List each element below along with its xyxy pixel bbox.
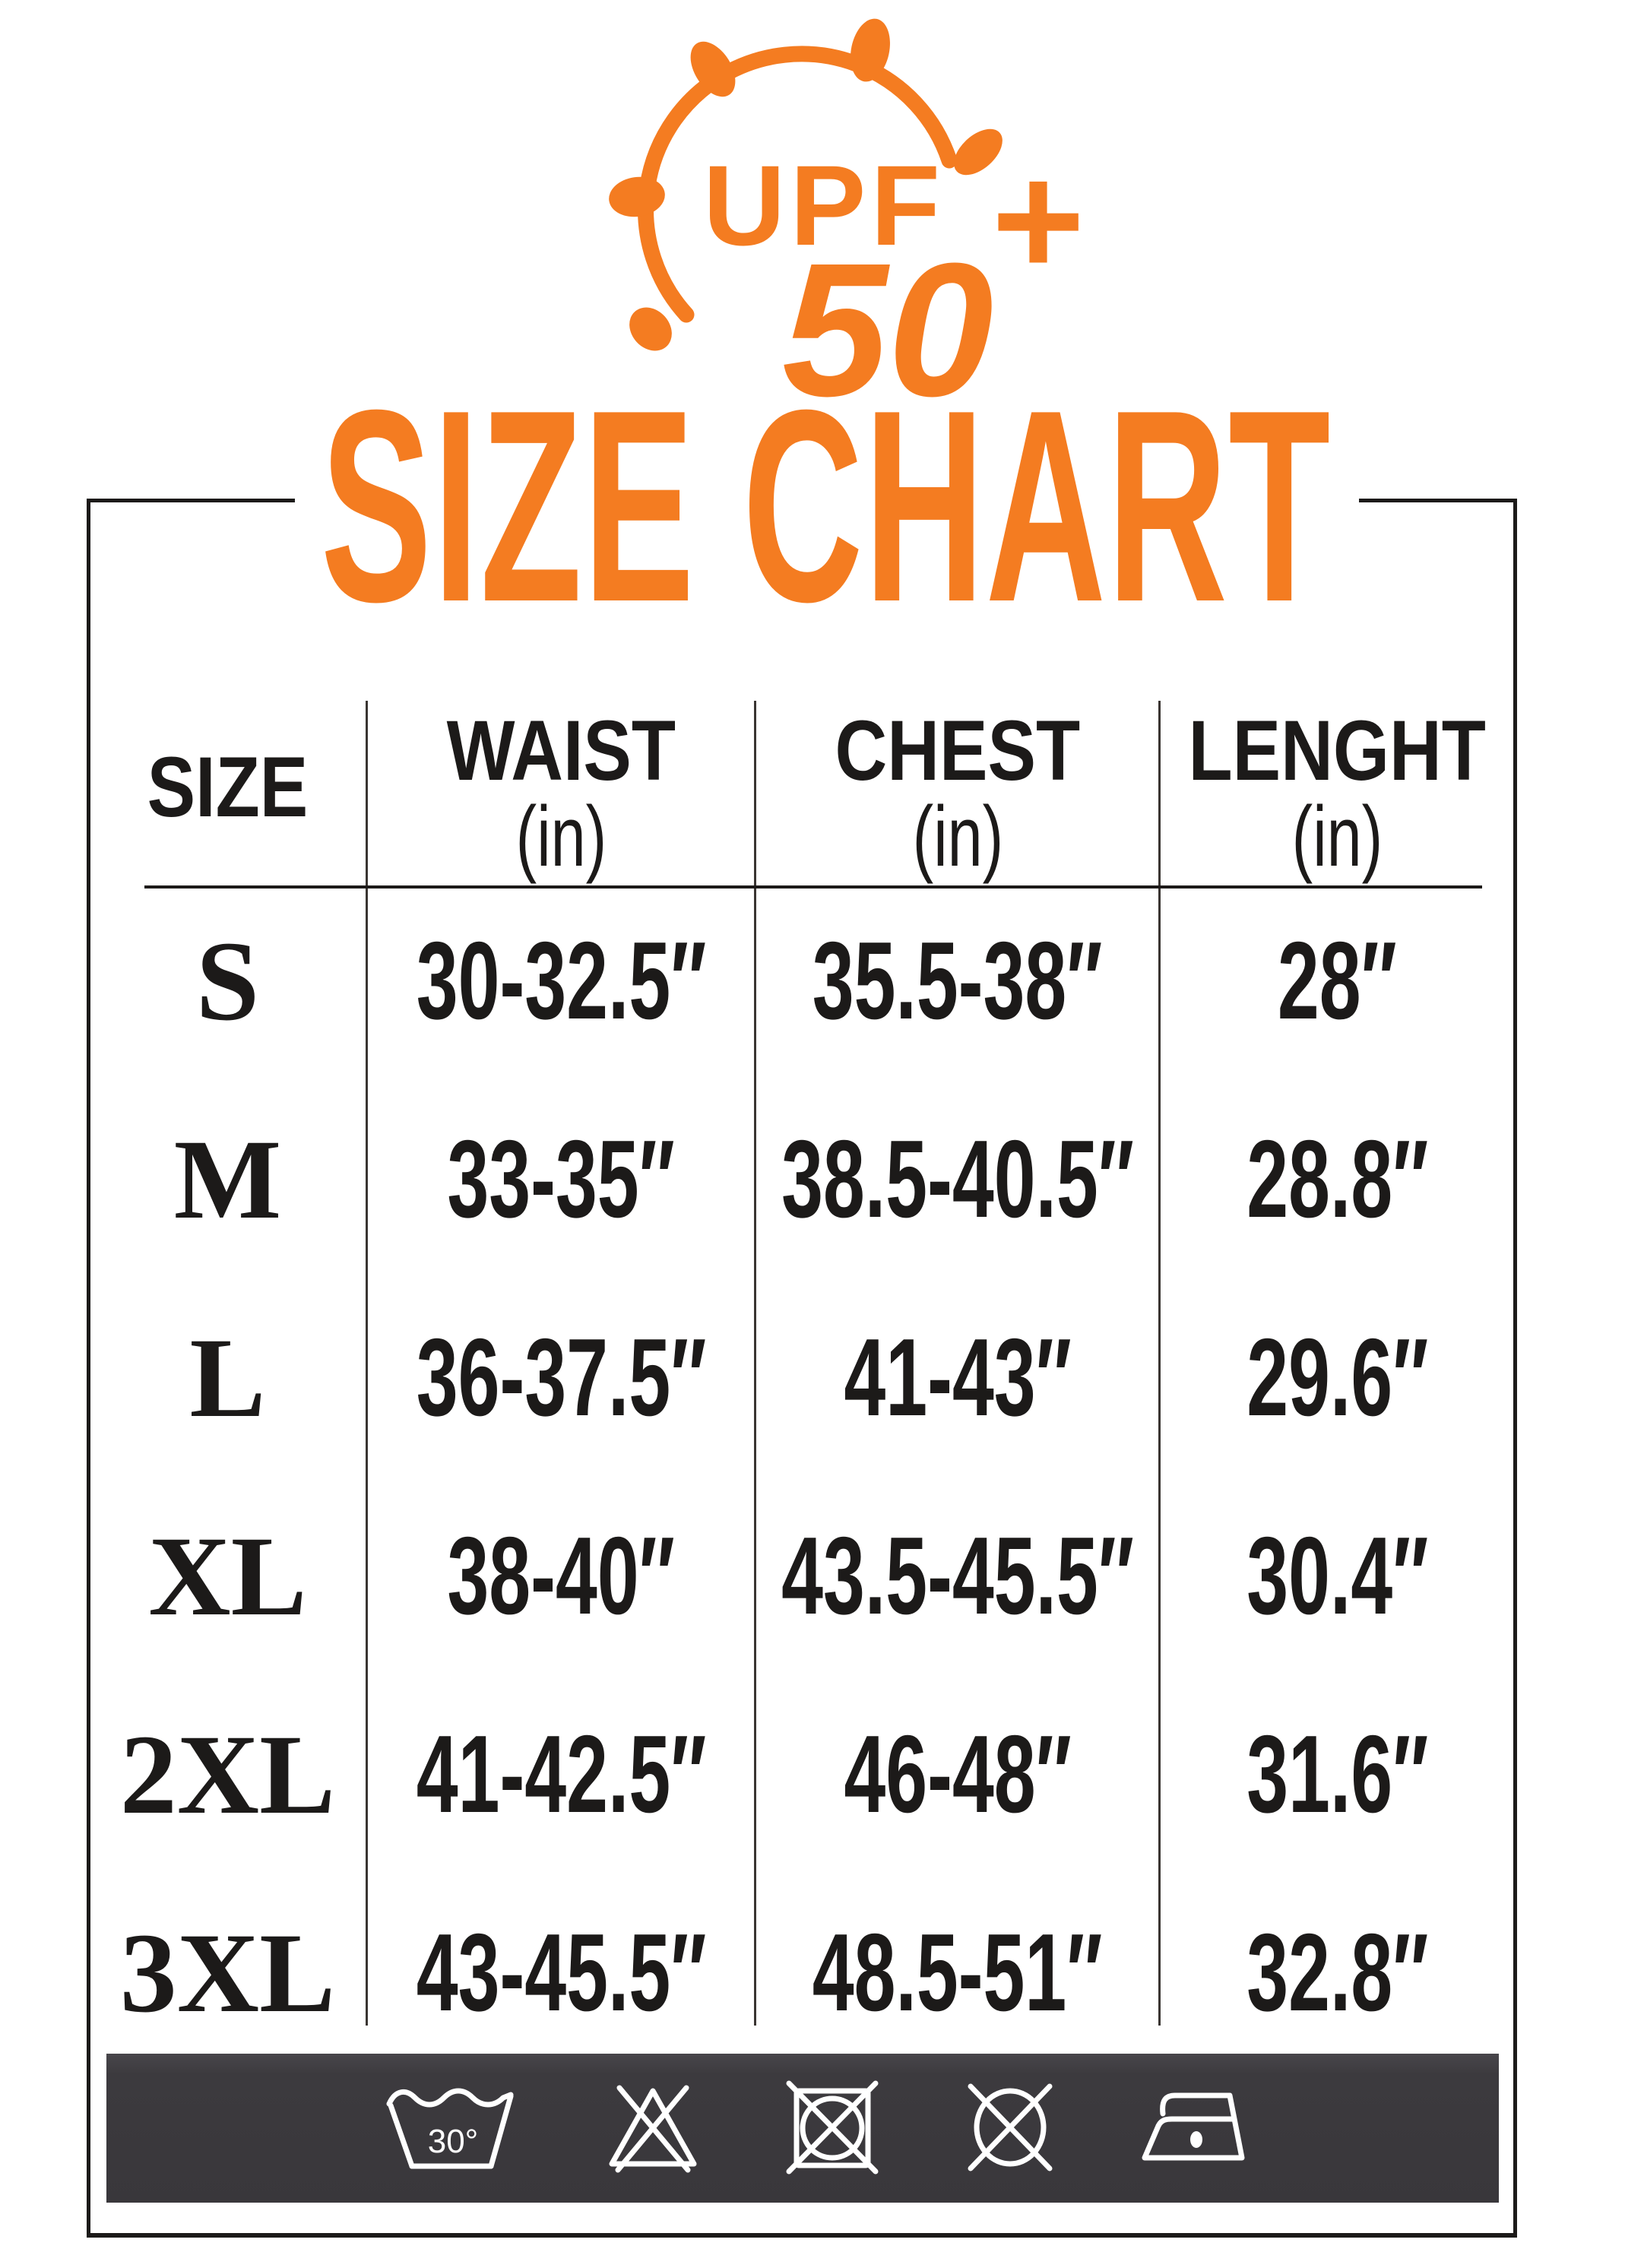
chest-cell: 48.5-51″	[755, 1874, 1160, 2072]
sun-ray-bottom-left	[629, 307, 672, 351]
size-value: S	[195, 917, 260, 1044]
chest-cell: 43.5-45.5″	[755, 1477, 1160, 1675]
sun-ray-left	[609, 176, 665, 217]
header-length-label: LENGHT	[1188, 702, 1487, 798]
header-length-unit: (in)	[1291, 789, 1383, 884]
length-value: 28.8″	[1246, 1117, 1429, 1240]
size-value: L	[189, 1314, 266, 1441]
waist-cell: 41-42.5″	[367, 1675, 755, 1874]
length-value: 31.6″	[1246, 1712, 1429, 1836]
table-row-l: L 36-37.5″ 41-43″ 29.6″	[88, 1278, 1515, 1477]
size-cell: M	[88, 1080, 367, 1278]
waist-value: 43-45.5″	[416, 1911, 707, 2034]
column-separator-3	[1158, 701, 1161, 2026]
waist-value: 38-40″	[447, 1514, 676, 1637]
table-row-m: M 33-35″ 38.5-40.5″ 28.8″	[88, 1080, 1515, 1278]
size-cell: S	[88, 882, 367, 1080]
length-cell: 30.4″	[1160, 1477, 1515, 1675]
care-instructions-bar: 30°	[106, 2054, 1499, 2203]
length-value: 29.6″	[1246, 1316, 1429, 1439]
frame-bottom-border	[87, 2233, 1517, 2238]
do-not-tumble-dry-icon	[786, 2080, 879, 2175]
length-value: 32.8″	[1246, 1911, 1429, 2034]
length-value: 30.4″	[1246, 1514, 1429, 1637]
upf-50-logo: UPF 50 +	[578, 8, 1110, 433]
length-cell: 31.6″	[1160, 1675, 1515, 1874]
chest-value: 35.5-38″	[812, 919, 1103, 1042]
waist-cell: 38-40″	[367, 1477, 755, 1675]
header-size-label: SIZE	[147, 739, 309, 835]
column-separator-1	[366, 701, 368, 2026]
size-cell: 3XL	[88, 1874, 367, 2072]
size-cell: L	[88, 1278, 367, 1477]
chest-cell: 41-43″	[755, 1278, 1160, 1477]
machine-wash-30-icon: 30°	[386, 2088, 514, 2169]
waist-value: 41-42.5″	[416, 1712, 707, 1836]
table-row-s: S 30-32.5″ 35.5-38″ 28″	[88, 882, 1515, 1080]
chest-cell: 35.5-38″	[755, 882, 1160, 1080]
chest-cell: 46-48″	[755, 1675, 1160, 1874]
length-cell: 32.8″	[1160, 1874, 1515, 2072]
chest-value: 41-43″	[844, 1316, 1072, 1439]
size-cell: XL	[88, 1477, 367, 1675]
waist-value: 36-37.5″	[416, 1316, 707, 1439]
column-separator-2	[754, 701, 756, 2026]
waist-cell: 33-35″	[367, 1080, 755, 1278]
do-not-bleach-icon	[609, 2085, 697, 2173]
header-underline	[144, 885, 1482, 889]
chest-value: 48.5-51″	[812, 1911, 1103, 2034]
size-value: 3XL	[119, 1909, 336, 2036]
table-row-xl: XL 38-40″ 43.5-45.5″ 30.4″	[88, 1477, 1515, 1675]
waist-value: 30-32.5″	[416, 919, 707, 1042]
iron-low-heat-icon	[1142, 2092, 1245, 2161]
frame-top-right-segment	[1359, 499, 1517, 502]
size-cell: 2XL	[88, 1675, 367, 1874]
upf-text: UPF	[703, 141, 945, 269]
header-chest: CHEST (in)	[755, 702, 1160, 882]
header-chest-unit: (in)	[912, 789, 1003, 884]
table-header-row: SIZE WAIST (in) CHEST (in) LENGHT (in)	[88, 702, 1515, 882]
header-waist-unit: (in)	[515, 789, 607, 884]
length-cell: 28.8″	[1160, 1080, 1515, 1278]
length-value: 28″	[1278, 919, 1397, 1042]
chest-value: 43.5-45.5″	[781, 1514, 1134, 1637]
frame-right-border	[1513, 499, 1517, 2238]
frame-left-border	[87, 499, 90, 2238]
length-cell: 29.6″	[1160, 1278, 1515, 1477]
sun-ray-top	[851, 18, 890, 82]
chest-value: 38.5-40.5″	[781, 1117, 1134, 1240]
sun-ray-upper-left	[690, 41, 736, 97]
do-not-dry-clean-icon	[968, 2083, 1053, 2171]
waist-cell: 36-37.5″	[367, 1278, 755, 1477]
table-row-2xl: 2XL 41-42.5″ 46-48″ 31.6″	[88, 1675, 1515, 1874]
size-value: 2XL	[119, 1711, 336, 1838]
header-chest-label: CHEST	[835, 702, 1081, 798]
sun-icon: UPF 50 +	[609, 18, 1085, 433]
size-value: M	[173, 1116, 282, 1243]
length-cell: 28″	[1160, 882, 1515, 1080]
table-row-3xl: 3XL 43-45.5″ 48.5-51″ 32.8″	[88, 1874, 1515, 2072]
chest-cell: 38.5-40.5″	[755, 1080, 1160, 1278]
chest-value: 46-48″	[844, 1712, 1072, 1836]
size-value: XL	[148, 1513, 307, 1639]
iron-dot	[1190, 2131, 1202, 2148]
header-waist-label: WAIST	[446, 702, 676, 798]
header-size: SIZE	[88, 703, 367, 878]
upf-plus-sign: +	[992, 131, 1085, 309]
frame-top-left-segment	[87, 499, 295, 502]
waist-cell: 43-45.5″	[367, 1874, 755, 2072]
page-title: SIZE CHART	[320, 353, 1332, 659]
sun-ray-right	[954, 128, 1003, 176]
wash-temperature: 30°	[428, 2123, 479, 2160]
upf-rating-text: 50	[782, 223, 993, 433]
header-waist: WAIST (in)	[367, 702, 755, 882]
waist-value: 33-35″	[447, 1117, 676, 1240]
header-length: LENGHT (in)	[1160, 702, 1515, 882]
waist-cell: 30-32.5″	[367, 882, 755, 1080]
